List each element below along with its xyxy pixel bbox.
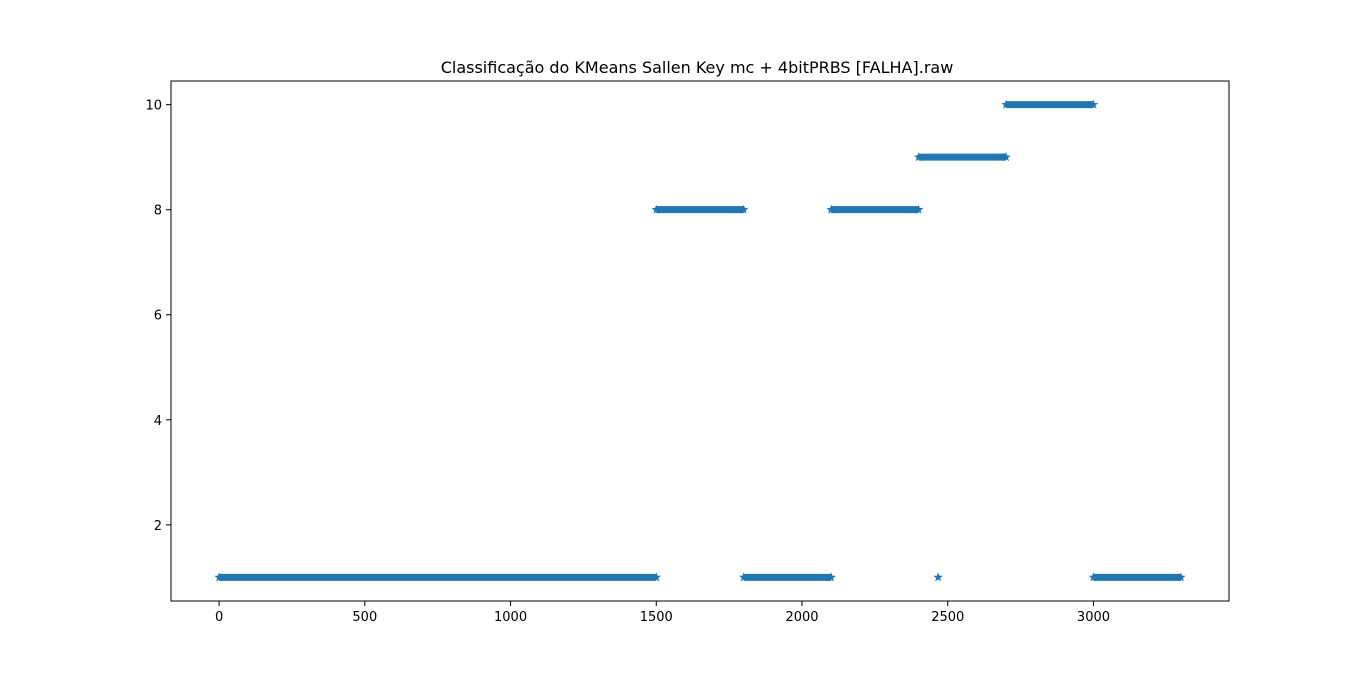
data-point-marker: [913, 152, 924, 162]
data-point-marker: [1001, 152, 1011, 162]
y-tick-label: 8: [154, 204, 162, 219]
x-tick-label: 3000: [1077, 610, 1110, 625]
data-point-marker: [1088, 572, 1099, 582]
data-point-marker: [738, 204, 749, 214]
data-point-marker: [826, 572, 836, 582]
data-point-marker: [651, 204, 662, 214]
x-tick-label: 2500: [931, 610, 964, 625]
y-tick-label: 6: [154, 309, 162, 324]
x-tick-label: 0: [215, 610, 223, 625]
y-tick-label: 4: [154, 414, 162, 429]
data-point-marker: [1088, 99, 1099, 109]
y-tick-label: 2: [154, 519, 162, 534]
data-point-marker: [933, 572, 943, 582]
data-marks: [214, 99, 1186, 582]
plot-frame: [170, 80, 1230, 602]
data-point-marker: [913, 204, 924, 214]
x-tick-label: 500: [352, 610, 377, 625]
x-tick-label: 1000: [494, 610, 527, 625]
axes: 0 500 1000 1500 2000 2500 3000 2 4 6 8 10: [145, 80, 1230, 625]
data-point-marker: [1001, 99, 1011, 109]
chart-title: Classificação do KMeans Sallen Key mc + …: [441, 58, 954, 77]
data-point-marker: [1176, 572, 1186, 582]
x-tick-label: 1500: [640, 610, 673, 625]
data-point-marker: [826, 204, 836, 214]
data-point-marker: [214, 572, 224, 582]
data-point-marker: [651, 572, 662, 582]
x-tick-label: 2000: [785, 610, 818, 625]
data-point-marker: [738, 572, 749, 582]
y-tick-label: 10: [145, 99, 162, 114]
